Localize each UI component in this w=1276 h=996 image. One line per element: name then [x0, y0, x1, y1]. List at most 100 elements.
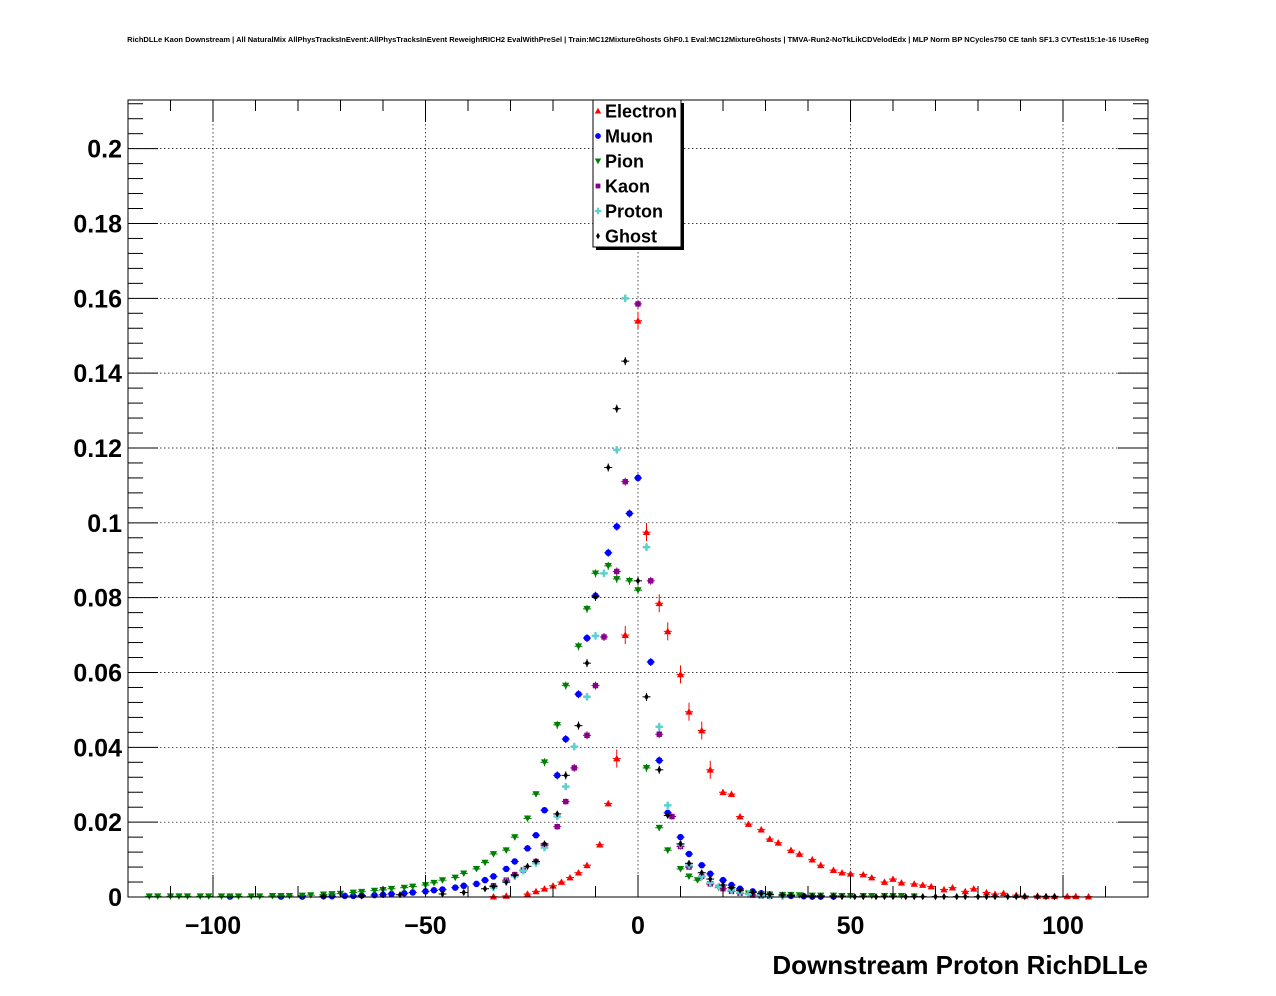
data-point	[277, 892, 285, 900]
chart-title: RichDLLe Kaon Downstream | All NaturalMi…	[127, 35, 1149, 44]
x-tick-label: 100	[1042, 912, 1084, 940]
data-point	[604, 799, 612, 807]
data-point	[540, 844, 549, 852]
legend-label-proton: Proton	[605, 202, 663, 222]
data-point	[657, 766, 662, 774]
data-point	[601, 634, 607, 640]
data-point	[541, 806, 548, 814]
data-point	[634, 317, 642, 324]
data-point	[400, 884, 408, 892]
data-point	[648, 578, 654, 584]
data-point	[387, 885, 396, 893]
data-point	[664, 847, 672, 854]
data-point	[540, 759, 549, 766]
y-tick-label: 0.06	[73, 659, 122, 687]
data-point	[795, 892, 804, 899]
data-point	[750, 888, 755, 897]
x-axis-title: Downstream Proton RichDLLe	[772, 950, 1148, 980]
series-ghost	[319, 357, 1059, 901]
data-point	[685, 850, 693, 858]
data-point	[461, 888, 466, 897]
data-point	[647, 658, 654, 666]
data-point	[664, 801, 672, 809]
legend-marker-pion	[594, 158, 602, 165]
data-point	[614, 405, 619, 413]
data-point	[554, 823, 560, 830]
data-point	[910, 880, 918, 887]
data-point	[563, 798, 569, 805]
data-point	[621, 631, 629, 638]
data-point	[321, 892, 326, 900]
data-point	[801, 892, 806, 900]
data-point	[512, 871, 517, 879]
data-point	[575, 690, 582, 698]
data-point	[719, 788, 727, 796]
data-point	[554, 772, 561, 779]
data-point	[562, 783, 570, 791]
data-point	[511, 834, 519, 841]
series-layer	[145, 294, 1093, 901]
data-point	[542, 840, 547, 848]
data-point	[708, 875, 713, 883]
data-point	[698, 726, 706, 734]
data-point	[635, 577, 641, 585]
data-point	[889, 875, 897, 882]
data-point	[549, 882, 557, 889]
data-point	[829, 866, 838, 873]
y-tick-label: 0.04	[73, 734, 122, 762]
data-point	[460, 870, 468, 878]
data-point	[766, 835, 774, 842]
data-point	[600, 569, 608, 577]
data-point	[927, 882, 935, 890]
data-point	[532, 791, 540, 798]
data-point	[818, 892, 823, 900]
data-point	[397, 891, 403, 899]
data-point	[409, 883, 417, 891]
data-point	[948, 884, 957, 891]
data-point	[970, 885, 978, 892]
data-point	[519, 867, 527, 875]
data-point	[744, 820, 753, 827]
data-point	[430, 887, 438, 894]
data-point	[676, 670, 685, 678]
data-point	[715, 882, 723, 891]
data-point	[473, 880, 480, 888]
legend-label-pion: Pion	[605, 152, 644, 172]
data-point	[621, 294, 629, 302]
data-point	[532, 887, 540, 895]
legend-marker-proton	[594, 207, 602, 215]
data-point	[370, 887, 379, 895]
data-point	[868, 892, 876, 900]
data-point	[532, 832, 540, 839]
data-point	[626, 510, 633, 517]
data-point	[613, 523, 620, 530]
data-point	[583, 634, 591, 642]
data-point	[482, 885, 488, 893]
data-point	[430, 879, 438, 887]
data-point	[1084, 893, 1093, 900]
data-point	[562, 735, 569, 743]
data-point	[359, 892, 364, 900]
data-point	[593, 593, 598, 601]
legend-marker-kaon	[595, 183, 601, 189]
data-point	[583, 606, 591, 613]
data-point	[523, 815, 532, 823]
data-point	[729, 884, 734, 892]
y-tick-label: 0.08	[73, 585, 122, 613]
x-tick-label: 0	[631, 912, 645, 940]
data-point	[562, 682, 570, 690]
data-point	[635, 301, 641, 307]
data-point	[504, 878, 509, 886]
data-point	[533, 857, 539, 866]
data-point	[613, 446, 621, 454]
data-point	[563, 771, 568, 779]
y-tick-label: 0.16	[73, 285, 122, 313]
data-point	[737, 886, 743, 894]
data-point	[940, 885, 948, 893]
data-point	[795, 850, 804, 857]
data-point	[808, 855, 816, 863]
legend-label-kaon: Kaon	[605, 177, 650, 197]
data-point	[591, 570, 600, 577]
data-point	[868, 873, 876, 881]
